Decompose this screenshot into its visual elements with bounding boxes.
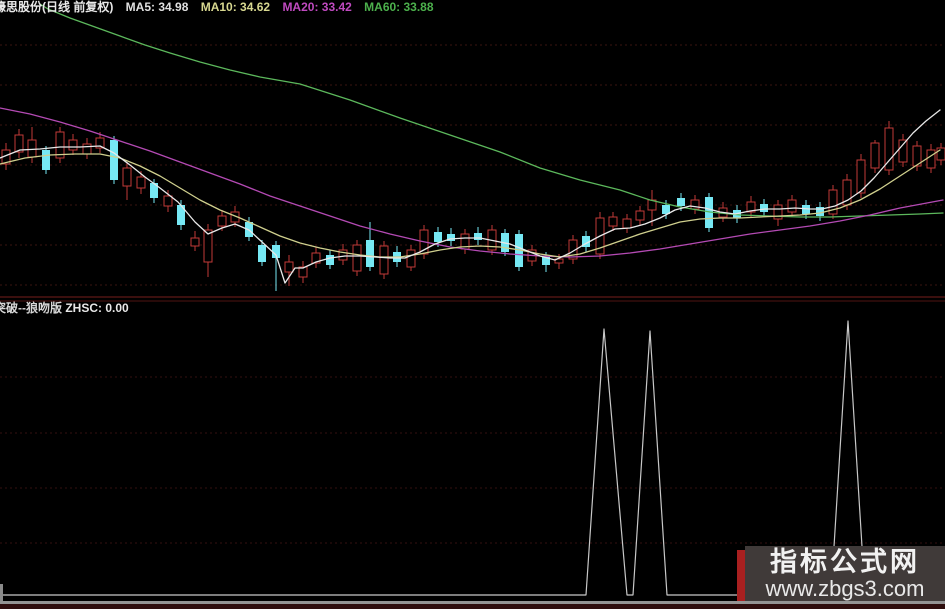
watermark-url: www.zbgs3.com [765,576,925,601]
bottom-left-tick [0,584,3,601]
ma20-label: MA20: 33.42 [282,0,352,14]
indicator-name: 突破--狼吻版 [0,301,62,315]
chart-header: 濠思股份(日线 前复权) MA5: 34.98 MA10: 34.62 MA20… [0,0,945,16]
ma5-label: MA5: 34.98 [125,0,189,14]
watermark-box: 指标公式网 www.zbgs3.com [745,546,945,601]
stock-title: 濠思股份(日线 前复权) [0,0,114,14]
watermark-accent-bar [737,550,745,601]
ma60-label: MA60: 33.88 [364,0,434,14]
bottom-maroon-strip [0,604,945,609]
indicator-value: ZHSC: 0.00 [65,301,129,315]
ma10-label: MA10: 34.62 [200,0,271,14]
bottom-border-line [0,601,945,604]
indicator-label: 突破--狼吻版 ZHSC: 0.00 [0,301,129,315]
watermark-site-name: 指标公式网 [770,547,920,577]
